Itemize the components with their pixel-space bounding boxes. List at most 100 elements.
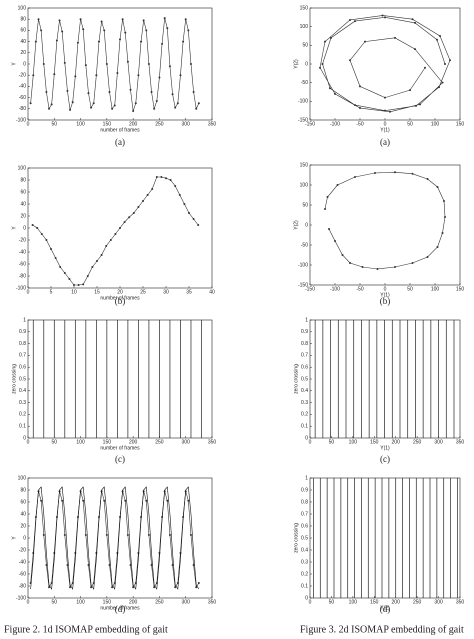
x-tick-label: 100 bbox=[76, 439, 85, 445]
data-point bbox=[364, 40, 366, 43]
y-tick-label: 150 bbox=[300, 5, 309, 11]
data-point bbox=[111, 107, 114, 110]
x-tick-label: 0 bbox=[309, 599, 312, 605]
data-line bbox=[30, 486, 200, 590]
data-point bbox=[171, 564, 174, 566]
y-tick-label: 1 bbox=[305, 317, 308, 323]
data-point bbox=[426, 178, 429, 180]
x-tick-label: 250 bbox=[155, 599, 164, 605]
y-tick-label: 40 bbox=[20, 39, 26, 45]
data-point bbox=[96, 260, 98, 262]
data-point bbox=[195, 586, 198, 589]
x-tick-label: 0 bbox=[27, 289, 30, 295]
x-tick-label: 0 bbox=[27, 121, 30, 127]
data-point bbox=[359, 107, 361, 110]
data-point bbox=[63, 534, 66, 536]
x-tick-label: 200 bbox=[129, 599, 138, 605]
data-point bbox=[321, 63, 324, 65]
data-point bbox=[45, 91, 48, 93]
data-point bbox=[415, 104, 417, 107]
x-tick-label: 100 bbox=[349, 439, 358, 445]
y-tick-label: 0.1 bbox=[301, 583, 308, 589]
x-tick-label: 15 bbox=[94, 289, 100, 295]
y-tick-label: 100 bbox=[300, 24, 309, 30]
data-point bbox=[40, 29, 43, 32]
data-point bbox=[189, 534, 192, 536]
data-point bbox=[97, 40, 100, 43]
data-point bbox=[341, 254, 344, 256]
data-point bbox=[129, 88, 132, 91]
data-point bbox=[163, 17, 166, 20]
x-axis-label: Y(1) bbox=[380, 445, 390, 451]
data-point bbox=[349, 59, 351, 62]
y-tick-label: 0.3 bbox=[19, 400, 26, 406]
data-point bbox=[137, 206, 140, 208]
x-tick-label: 50 bbox=[52, 439, 58, 445]
data-point bbox=[87, 92, 90, 95]
subcaption: (a) bbox=[380, 137, 390, 147]
subcaption: (c) bbox=[115, 454, 125, 464]
data-point bbox=[384, 96, 386, 99]
y-tick-label: 0.8 bbox=[19, 341, 26, 347]
x-tick-label: 0 bbox=[27, 439, 30, 445]
y-tick-label: -100 bbox=[16, 595, 26, 601]
y-tick-label: 50 bbox=[302, 43, 308, 49]
y-tick-label: -100 bbox=[16, 117, 26, 123]
data-point bbox=[183, 203, 186, 205]
data-line bbox=[32, 176, 199, 286]
subcaption: (a) bbox=[115, 137, 125, 147]
data-point bbox=[126, 60, 129, 63]
y-tick-label: 0.5 bbox=[19, 376, 26, 382]
data-point bbox=[95, 74, 98, 77]
data-point bbox=[195, 107, 198, 110]
chart-panel: 0 50 100 150 200 250 300 350 0 0.1 0.2 0.3 0.4 0.5 0.6… bbox=[293, 475, 464, 614]
x-tick-label: -100 bbox=[330, 121, 340, 127]
data-point bbox=[29, 102, 32, 105]
x-tick-label: 0 bbox=[27, 599, 30, 605]
data-point bbox=[328, 228, 330, 230]
y-tick-label: 0.9 bbox=[301, 487, 308, 493]
data-point bbox=[150, 564, 153, 566]
y-tick-label: 50 bbox=[302, 202, 308, 208]
x-tick-label: 150 bbox=[103, 121, 112, 127]
data-point bbox=[147, 63, 150, 65]
data-point bbox=[441, 81, 444, 84]
data-point bbox=[381, 14, 384, 17]
y-tick-label: -150 bbox=[298, 117, 308, 123]
y-tick-label: 0.7 bbox=[301, 511, 308, 517]
x-axis-label: number of frames bbox=[100, 445, 140, 451]
x-tick-label: 250 bbox=[155, 121, 164, 127]
data-point bbox=[61, 499, 64, 502]
data-point bbox=[376, 268, 379, 270]
data-point bbox=[436, 246, 439, 248]
data-point bbox=[182, 40, 185, 43]
x-tick-label: 100 bbox=[76, 599, 85, 605]
y-tick-label: -20 bbox=[19, 73, 26, 79]
data-point bbox=[192, 218, 195, 220]
data-point bbox=[187, 29, 190, 32]
data-point bbox=[168, 65, 171, 68]
y-tick-label: 0.2 bbox=[301, 571, 308, 577]
y-tick-label: 0.6 bbox=[19, 365, 26, 371]
y-tick-label: 0.7 bbox=[301, 353, 308, 359]
x-tick-label: 150 bbox=[103, 599, 112, 605]
data-point bbox=[132, 110, 135, 113]
data-point bbox=[166, 27, 169, 30]
data-point bbox=[100, 20, 103, 23]
y-tick-label: 0.4 bbox=[301, 547, 308, 553]
data-point bbox=[330, 36, 332, 39]
y-tick-label: 100 bbox=[18, 5, 27, 11]
data-point bbox=[119, 227, 121, 229]
x-axis-label: Y(2) bbox=[380, 605, 390, 611]
subcaption: (b) bbox=[380, 296, 391, 306]
data-point bbox=[37, 18, 40, 21]
data-point bbox=[444, 216, 446, 218]
data-point bbox=[197, 224, 200, 226]
y-axis-label: zero crossing bbox=[293, 364, 299, 394]
y-tick-label: -80 bbox=[19, 106, 26, 112]
x-tick-label: 350 bbox=[208, 599, 217, 605]
data-point bbox=[53, 73, 56, 76]
y-tick-label: -80 bbox=[19, 583, 26, 589]
data-point bbox=[361, 266, 364, 268]
data-point bbox=[155, 176, 158, 178]
